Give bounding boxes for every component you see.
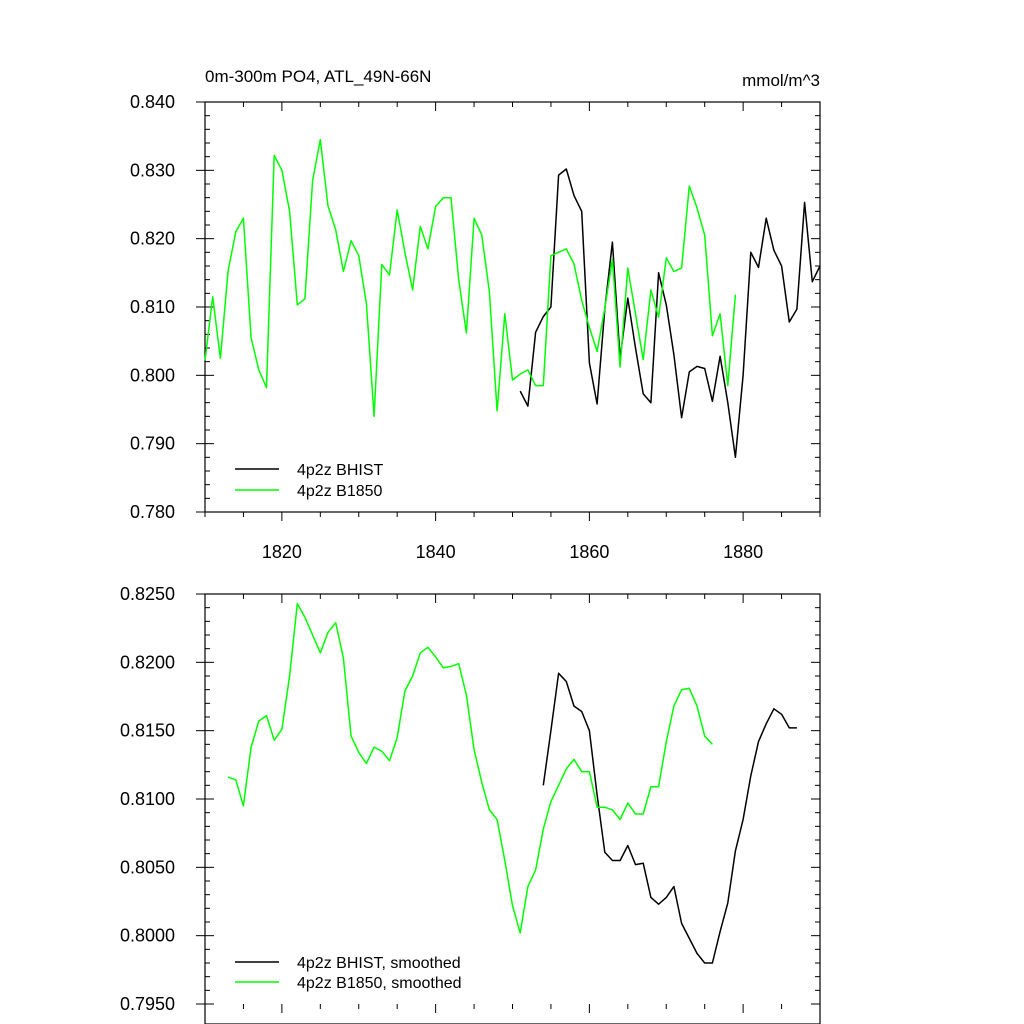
y-tick-label: 0.8000 — [120, 926, 175, 946]
top-legend: 4p2z BHIST 4p2z B1850 — [235, 462, 383, 500]
y-tick-label: 0.7950 — [120, 994, 175, 1014]
y-tick-label: 0.8050 — [120, 857, 175, 877]
top-chart-units: mmol/m^3 — [742, 71, 820, 90]
series-line-4p2z-bhist — [519, 168, 821, 459]
y-tick-label: 0.790 — [130, 434, 175, 454]
y-tick-label: 0.780 — [130, 502, 175, 522]
bottom-legend-label-bhist: 4p2z BHIST, smoothed — [297, 955, 461, 972]
top-legend-label-bhist: 4p2z BHIST — [297, 462, 383, 479]
x-tick-label: 1880 — [723, 542, 763, 562]
series-line-4p2z-bhist-smoothed — [542, 672, 797, 964]
bottom-legend-label-b1850: 4p2z B1850, smoothed — [297, 975, 462, 992]
y-tick-label: 0.840 — [130, 92, 175, 112]
y-tick-label: 0.830 — [130, 160, 175, 180]
top-series-lines — [204, 138, 821, 459]
x-tick-label: 1860 — [569, 542, 609, 562]
y-tick-label: 0.8150 — [120, 721, 175, 741]
top-chart-title: 0m-300m PO4, ATL_49N-66N — [205, 67, 431, 86]
y-tick-label: 0.8100 — [120, 789, 175, 809]
series-line-4p2z-b1850 — [204, 138, 737, 418]
y-tick-label: 0.800 — [130, 365, 175, 385]
y-tick-label: 0.820 — [130, 229, 175, 249]
y-tick-label: 0.8200 — [120, 652, 175, 672]
top-panel: 0m-300m PO4, ATL_49N-66N mmol/m^3 0.7800… — [130, 67, 821, 562]
top-axis-ticks: 0.780 0.790 0.800 0.810 0.820 0.830 0.840 1820 1… — [130, 92, 821, 562]
series-line-4p2z-b1850-smoothed — [227, 602, 713, 934]
x-tick-label: 1820 — [262, 542, 302, 562]
top-legend-label-b1850: 4p2z B1850 — [297, 483, 383, 500]
bottom-axis-ticks: 0.7950 0.8000 0.8050 0.8100 0.8150 0.8200 0.82… — [120, 584, 821, 1014]
x-tick-label: 1840 — [416, 542, 456, 562]
top-plot-frame — [204, 101, 821, 513]
bottom-series-lines — [227, 602, 797, 964]
bottom-panel: 0.7950 0.8000 0.8050 0.8100 0.8150 0.8200 0.82… — [120, 584, 821, 1024]
bottom-legend: 4p2z BHIST, smoothed 4p2z B1850, smoothe… — [235, 955, 462, 992]
y-tick-label: 0.810 — [130, 297, 175, 317]
y-tick-label: 0.8250 — [120, 584, 175, 604]
